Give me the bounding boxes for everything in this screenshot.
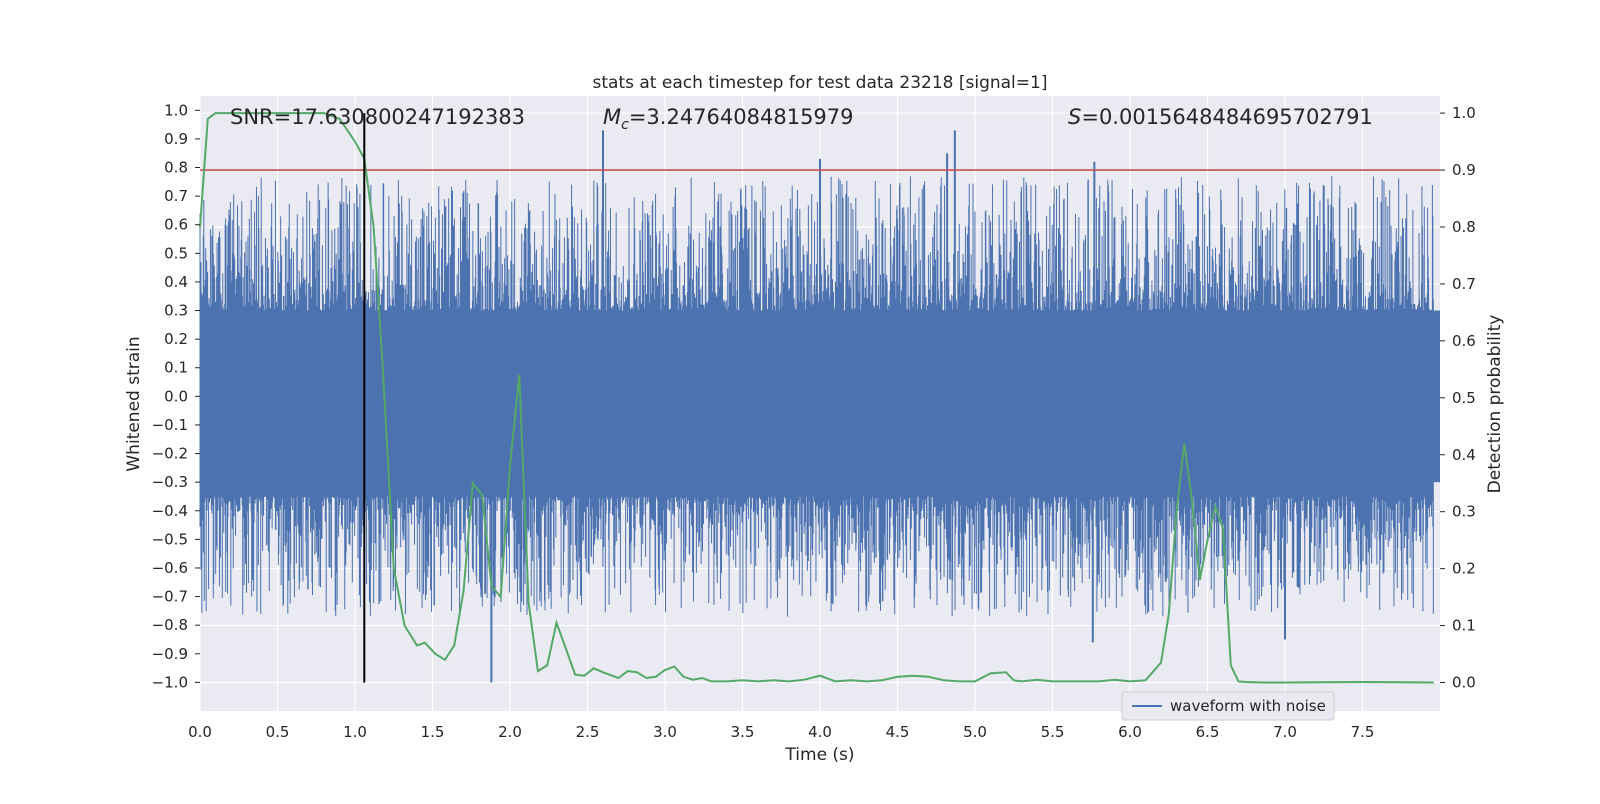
y-right-tick-label: 0.8 (1452, 218, 1476, 236)
x-tick-label: 5.0 (963, 723, 987, 741)
y-left-tick-label: −0.3 (152, 473, 188, 491)
y-left-tick-label: 0.1 (164, 359, 188, 377)
detection-probability-line (199, 112, 1434, 684)
x-tick-label: 1.5 (421, 723, 445, 741)
y-right-tick-label: 0.4 (1452, 446, 1476, 464)
noise-series-layer (199, 130, 1440, 683)
y-left-tick-label: −0.2 (152, 445, 188, 463)
x-tick-label: 7.0 (1273, 723, 1297, 741)
y-left-tick-label: −1.0 (152, 673, 188, 691)
y-left-tick-label: 1.0 (164, 101, 188, 119)
y-left-tick-label: −0.6 (152, 559, 188, 577)
y-axis-left-label: Whitened strain (124, 336, 144, 471)
y-left-tick-label: −0.9 (152, 645, 188, 663)
y-left-tick-label: 0.5 (164, 244, 188, 262)
y-right-tick-label: 0.6 (1452, 332, 1476, 350)
y-right-tick-label: 0.3 (1452, 503, 1476, 521)
y-left-tick-label: 0.0 (164, 387, 188, 405)
x-tick-label: 2.5 (576, 723, 600, 741)
x-tick-label: 0.0 (188, 723, 212, 741)
y-left-tick-label: −0.1 (152, 416, 188, 434)
x-tick-label: 4.0 (808, 723, 832, 741)
x-tick-label: 2.0 (498, 723, 522, 741)
overlay-layer (199, 112, 1440, 684)
y-left-tick-label: 0.9 (164, 130, 188, 148)
x-tick-label: 3.5 (731, 723, 755, 741)
y-right-tick-label: 0.0 (1452, 674, 1476, 692)
chart-title: stats at each timestep for test data 232… (593, 73, 1048, 93)
x-tick-label: 6.5 (1196, 723, 1220, 741)
y-right-tick-label: 0.5 (1452, 389, 1476, 407)
s-value: =0.0015648484695702791 (1081, 105, 1373, 129)
y-left-tick-label: 0.2 (164, 330, 188, 348)
s-symbol: S (1068, 105, 1081, 129)
y-right-tick-label: 0.7 (1452, 275, 1476, 293)
x-tick-label: 4.5 (886, 723, 910, 741)
waveform-with-noise (199, 176, 1434, 617)
x-tick-label: 5.5 (1041, 723, 1065, 741)
tick-layer: 0.0 0.5 1.0 1.5 2.0 2.5 3.0 3.5 4.0 4.5 5.0 5.5 6.0 6… (152, 101, 1476, 741)
y-axis-right-label: Detection probability (1485, 315, 1505, 494)
x-tick-label: 1.0 (343, 723, 367, 741)
x-tick-label: 3.0 (653, 723, 677, 741)
y-left-tick-label: −0.4 (152, 502, 188, 520)
chirp-mass-subscript: c (621, 117, 629, 133)
y-left-tick-label: −0.8 (152, 616, 188, 634)
y-left-tick-label: 0.7 (164, 187, 188, 205)
y-right-tick-label: 0.1 (1452, 617, 1476, 635)
y-right-tick-label: 1.0 (1452, 104, 1476, 122)
legend-label-waveform: waveform with noise (1170, 697, 1326, 715)
s-annotation: S=0.0015648484695702791 (1068, 105, 1373, 129)
y-left-tick-label: 0.8 (164, 159, 188, 177)
y-right-tick-label: 0.2 (1452, 560, 1476, 578)
chirp-mass-annotation: Mc=3.24764084815979 (603, 105, 854, 133)
chirp-mass-symbol: M (603, 105, 621, 129)
y-left-tick-label: −0.7 (152, 588, 188, 606)
y-left-tick-label: −0.5 (152, 530, 188, 548)
chirp-mass-value: =3.24764084815979 (629, 105, 854, 129)
x-tick-label: 0.5 (266, 723, 290, 741)
y-right-tick-label: 0.9 (1452, 161, 1476, 179)
x-axis-label: Time (s) (784, 745, 854, 765)
y-left-tick-label: 0.4 (164, 273, 188, 291)
x-tick-label: 7.5 (1351, 723, 1375, 741)
y-left-tick-label: 0.3 (164, 302, 188, 320)
snr-annotation: SNR=17.630800247192383 (230, 105, 525, 129)
legend: waveform with noise (1121, 691, 1335, 721)
x-tick-label: 6.0 (1118, 723, 1142, 741)
y-left-tick-label: 0.6 (164, 216, 188, 234)
legend-box (1121, 691, 1335, 721)
